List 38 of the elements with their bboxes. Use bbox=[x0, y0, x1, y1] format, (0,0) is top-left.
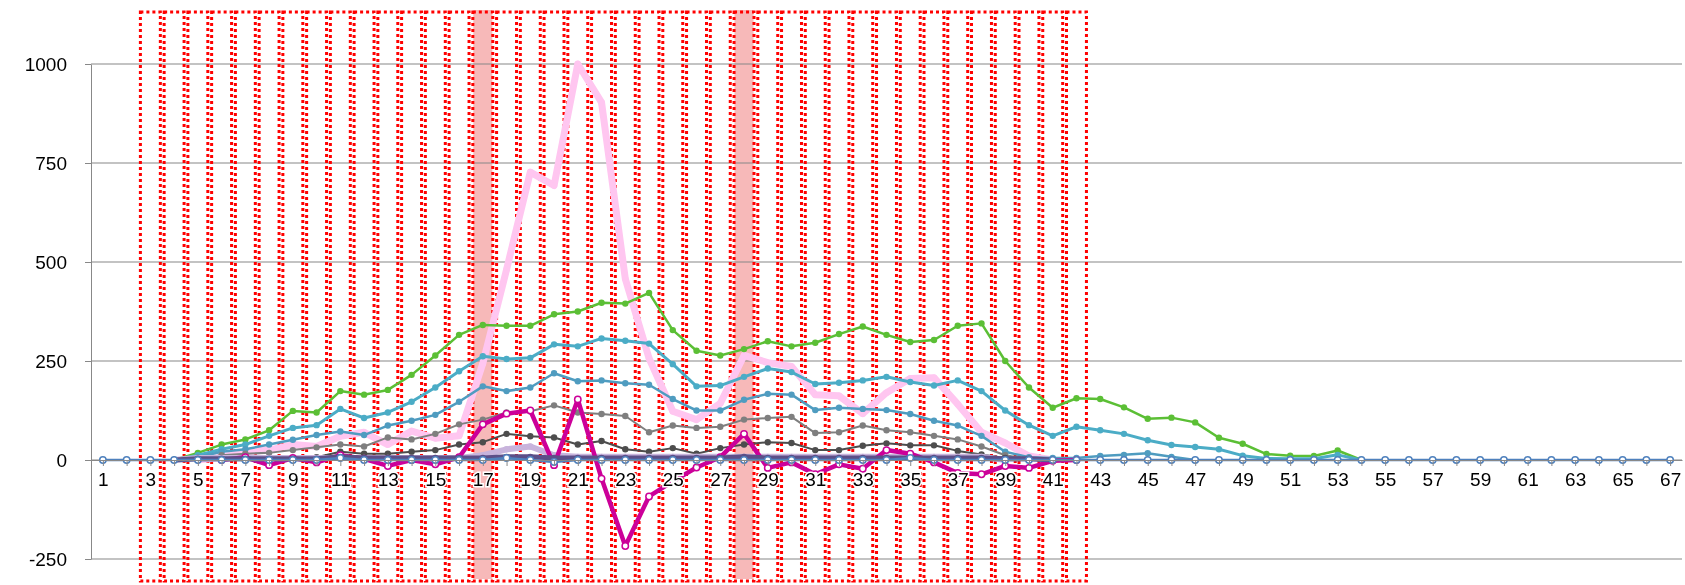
x-tick-label: 27 bbox=[710, 469, 732, 491]
x-tick-label: 35 bbox=[900, 469, 922, 491]
x-tick-label: 17 bbox=[472, 469, 494, 491]
x-tick-label: 31 bbox=[805, 469, 827, 491]
y-tick-label: 500 bbox=[35, 251, 67, 273]
x-tick-label: 51 bbox=[1280, 469, 1302, 491]
x-tick-label: 47 bbox=[1185, 469, 1207, 491]
x-tick-label: 11 bbox=[330, 469, 351, 491]
y-tick-label: 250 bbox=[35, 350, 67, 372]
x-tick-label: 65 bbox=[1612, 469, 1634, 491]
y-tick-label: 750 bbox=[35, 152, 67, 174]
x-tick-label: 5 bbox=[193, 469, 204, 491]
y-tick-label: 0 bbox=[56, 449, 67, 471]
x-tick-label: 1 bbox=[98, 469, 109, 491]
x-tick-label: 15 bbox=[425, 469, 447, 491]
x-tick-label: 29 bbox=[757, 469, 779, 491]
x-tick-label: 41 bbox=[1042, 469, 1064, 491]
x-tick-label: 49 bbox=[1232, 469, 1254, 491]
x-tick-label: 13 bbox=[377, 469, 399, 491]
x-tick-label: 9 bbox=[288, 469, 299, 491]
x-tick-label: 3 bbox=[145, 469, 157, 491]
x-tick-label: 63 bbox=[1565, 469, 1587, 491]
x-tick-label: 43 bbox=[1090, 469, 1112, 491]
x-tick-label: 33 bbox=[852, 469, 874, 491]
x-tick-label: 57 bbox=[1422, 469, 1444, 491]
x-tick-label: 19 bbox=[520, 469, 542, 491]
x-tick-label: 67 bbox=[1660, 469, 1682, 491]
y-tick-label: 1000 bbox=[24, 53, 67, 75]
x-tick-label: 21 bbox=[567, 469, 589, 491]
x-tick-label: 61 bbox=[1517, 469, 1539, 491]
x-tick-label: 53 bbox=[1327, 469, 1349, 491]
x-tick-label: 59 bbox=[1470, 469, 1492, 491]
y-tick-label: -250 bbox=[28, 548, 67, 570]
x-tick-label: 39 bbox=[995, 469, 1017, 491]
x-tick-label: 55 bbox=[1375, 469, 1397, 491]
x-tick-label: 7 bbox=[240, 469, 252, 491]
x-tick-label: 45 bbox=[1137, 469, 1159, 491]
x-tick-label: 23 bbox=[615, 469, 637, 491]
